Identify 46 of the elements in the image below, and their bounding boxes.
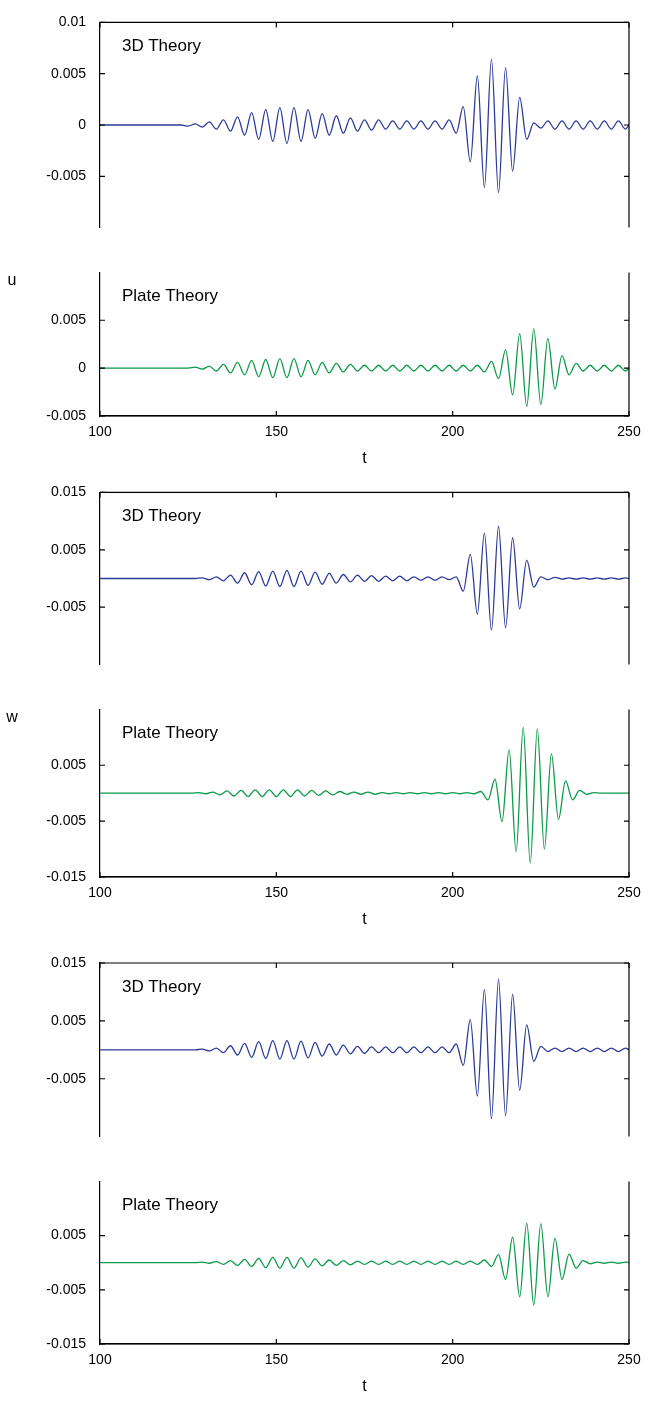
x-tick-label: 150: [264, 1351, 289, 1368]
x-tick-label: 150: [264, 884, 289, 901]
y-tick-label: -0.015: [46, 1334, 87, 1351]
x-axis-title: t: [362, 1376, 368, 1394]
y-tick-label: -0.005: [46, 1069, 87, 1086]
x-tick-label: 200: [440, 1351, 465, 1368]
y-tick-label: 0.015: [50, 953, 87, 970]
x-tick-label: 100: [88, 1351, 112, 1368]
text: 3D Theory: [122, 506, 202, 526]
line-series: [100, 1222, 629, 1306]
y-axis-title: u: [7, 270, 17, 288]
line-series: [100, 726, 629, 864]
x-tick-label: 100: [88, 884, 112, 901]
y-tick-label: -0.005: [46, 1280, 87, 1297]
y-tick-label: -0.005: [46, 811, 87, 828]
y-tick-label: 0.005: [50, 756, 87, 773]
x-tick-label: 250: [617, 1351, 641, 1368]
text: 3D Theory: [122, 976, 202, 996]
line-series: [100, 978, 629, 1120]
x-axis-title: t: [362, 448, 368, 466]
y-tick-label: 0.015: [50, 483, 87, 500]
y-tick-label: 0.005: [50, 311, 87, 328]
y-axis-title: w: [5, 707, 19, 725]
x-tick-label: 100: [88, 423, 112, 440]
text: 3D Theory: [122, 36, 202, 56]
x-axis-title: t: [362, 909, 368, 927]
y-tick-label: 0.005: [50, 64, 87, 81]
text: Plate Theory: [122, 286, 219, 306]
x-tick-label: 250: [617, 884, 641, 901]
y-tick-label: 0: [78, 358, 87, 375]
text: Plate Theory: [122, 1195, 219, 1215]
y-tick-label: 0: [78, 115, 87, 132]
y-tick-label: 0.01: [58, 13, 87, 30]
x-tick-label: 200: [440, 423, 465, 440]
y-tick-label: 0.005: [50, 540, 87, 557]
y-tick-label: -0.005: [46, 167, 87, 184]
line-series: [100, 525, 629, 631]
y-tick-label: 0.005: [50, 1226, 87, 1243]
y-tick-label: -0.005: [46, 598, 87, 615]
text: Plate Theory: [122, 723, 219, 743]
x-tick-label: 200: [440, 884, 465, 901]
x-tick-label: 150: [264, 423, 289, 440]
y-tick-label: 0.005: [50, 1011, 87, 1028]
y-tick-label: -0.005: [46, 406, 87, 423]
x-tick-label: 250: [617, 423, 641, 440]
y-tick-label: -0.015: [46, 867, 87, 884]
